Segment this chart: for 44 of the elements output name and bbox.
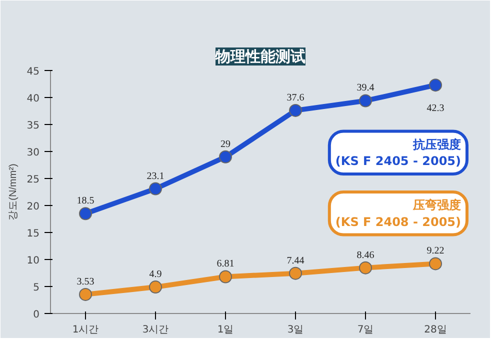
x-tick-label: 3시간 <box>142 324 169 336</box>
data-label: 37.6 <box>286 92 304 104</box>
y-tick-label: 45 <box>26 66 40 78</box>
point <box>359 94 372 108</box>
data-label: 9.22 <box>426 246 444 257</box>
point <box>359 261 372 274</box>
point <box>429 78 442 92</box>
data-label: 6.81 <box>216 258 234 270</box>
point <box>79 207 92 220</box>
point <box>289 104 302 117</box>
data-label: 7.44 <box>286 255 304 266</box>
x-tick-label: 28일 <box>424 324 447 336</box>
x-tick-label: 3일 <box>287 324 304 336</box>
y-axis-title: 강도(N/mm²) <box>8 164 19 220</box>
data-label: 8.46 <box>356 250 374 261</box>
point <box>219 270 232 284</box>
data-label: 42.3 <box>426 103 444 114</box>
point <box>149 280 162 294</box>
y-tick-label: 20 <box>26 202 40 212</box>
x-tick-label: 7일 <box>357 324 374 336</box>
data-label: 3.53 <box>76 276 94 288</box>
y-tick-label: 10 <box>26 256 40 266</box>
y-tick-label: 0 <box>33 310 40 320</box>
y-tick-label: 35 <box>26 120 40 132</box>
y-tick-label: 40 <box>26 94 40 104</box>
point <box>219 150 232 164</box>
y-tick-label: 25 <box>26 174 40 186</box>
x-tick-label: 1시간 <box>72 324 99 336</box>
text: 抗压强度 (KS F 2405 - 2005) <box>335 137 462 168</box>
point <box>149 182 162 196</box>
point <box>429 257 442 270</box>
data-label: 29 <box>220 138 230 150</box>
y-tick-label: 30 <box>26 148 40 158</box>
chart-title: 物理性能测试 <box>214 48 306 66</box>
y-tick-label: 15 <box>26 228 40 240</box>
data-label: 23.1 <box>146 170 164 182</box>
data-label: 4.9 <box>149 269 162 280</box>
data-label: 39.4 <box>356 82 374 94</box>
text: 压弯强度 (KS F 2408 - 2005) <box>335 198 462 229</box>
point <box>289 266 302 280</box>
x-tick-label: 1일 <box>217 324 234 336</box>
y-tick-label: 5 <box>33 282 40 294</box>
data-label: 18.5 <box>76 196 94 207</box>
point <box>79 288 92 301</box>
